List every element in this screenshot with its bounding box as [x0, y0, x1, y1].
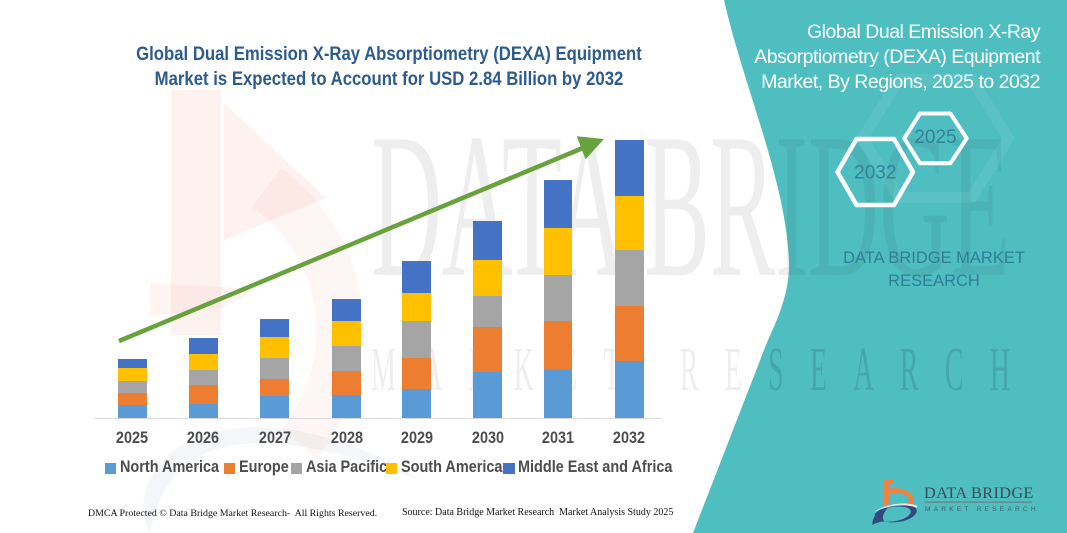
svg-text:DATA BRIDGE: DATA BRIDGE — [924, 483, 1034, 502]
svg-text:2032: 2032 — [854, 163, 896, 184]
svg-text:MARKET RESEARCH: MARKET RESEARCH — [925, 506, 1039, 513]
svg-text:2025: 2025 — [914, 127, 956, 148]
